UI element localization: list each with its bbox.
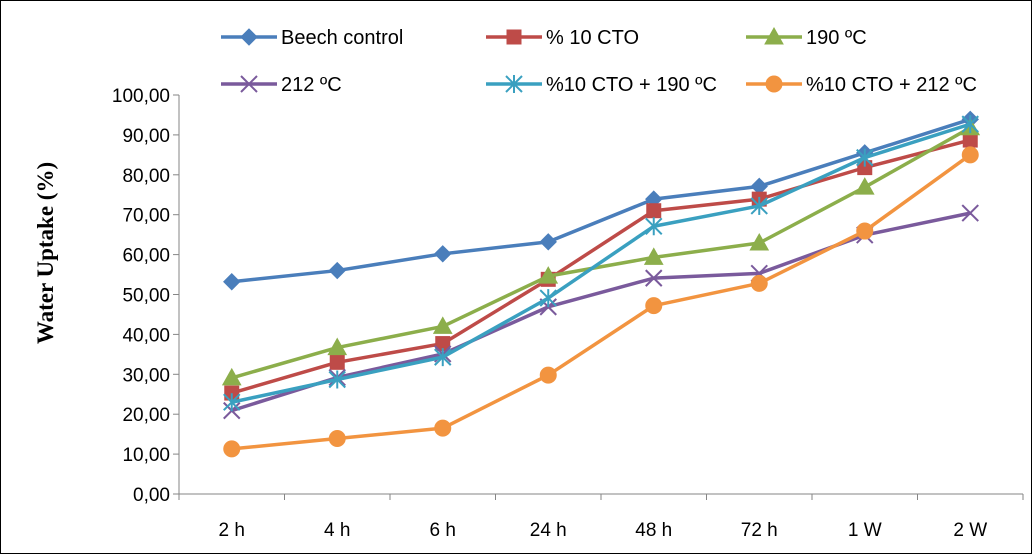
x-tick-label: 6 h (430, 520, 456, 541)
y-tick-label: 100,00 (112, 86, 170, 107)
series-line (231, 126, 972, 380)
data-point (961, 115, 979, 134)
x-tick-label: 1 W (848, 520, 882, 541)
series-line (231, 153, 972, 451)
x-tick-label: 24 h (530, 520, 567, 541)
data-point (328, 261, 346, 280)
legend: Beech control % 10 CTO 190 ºC 212 ºC %10 CTO… (221, 26, 977, 96)
legend-item-4: 212 ºC (221, 74, 342, 96)
legend-marker (240, 28, 258, 46)
legend-marker (505, 75, 523, 93)
data-point (221, 367, 242, 386)
series-layer (221, 110, 981, 458)
data-point (539, 233, 557, 251)
legend-label: % 10 CTO (546, 27, 639, 49)
legend-marker (764, 26, 784, 45)
data-point (856, 148, 874, 167)
data-point (539, 366, 557, 384)
data-point (539, 289, 557, 308)
y-tick-label: 50,00 (122, 286, 170, 307)
legend-label: 190 ºC (806, 27, 867, 49)
y-tick-label: 70,00 (122, 206, 170, 227)
x-tick-label: 2 h (219, 520, 245, 541)
data-point (432, 316, 453, 334)
y-tick-label: 30,00 (122, 365, 170, 386)
data-point (223, 440, 241, 458)
data-point (645, 269, 663, 287)
legend-label: %10 CTO + 190 ºC (546, 74, 717, 96)
data-point (961, 146, 979, 164)
data-point (645, 297, 663, 315)
y-tick-label: 90,00 (122, 126, 170, 147)
legend-item-1: Beech control (221, 27, 403, 49)
data-point (328, 430, 346, 448)
data-point (327, 337, 348, 356)
data-point (854, 177, 875, 195)
series-5 (223, 115, 979, 412)
data-point (961, 204, 979, 222)
legend-label: %10 CTO + 212 ºC (806, 74, 977, 96)
legend-marker (765, 75, 783, 93)
data-point (856, 222, 874, 240)
x-tick-label: 4 h (324, 520, 350, 541)
y-tick-label: 40,00 (122, 325, 170, 346)
data-point (223, 273, 241, 291)
legend-item-2: % 10 CTO (486, 27, 639, 49)
series-line (231, 211, 971, 413)
y-axis-title: Water Uptake (%) (33, 162, 58, 344)
data-point (223, 393, 241, 412)
data-point (328, 370, 346, 389)
series-3 (221, 117, 981, 386)
legend-item-6: %10 CTO + 212 ºC (746, 74, 977, 96)
x-tick-label: 48 h (635, 520, 672, 541)
data-point (434, 245, 452, 263)
y-tick-label: 0,00 (133, 485, 170, 506)
legend-label: Beech control (281, 27, 403, 49)
series-6 (223, 146, 979, 458)
series-1 (223, 110, 979, 291)
legend-label: 212 ºC (281, 74, 342, 96)
data-point (750, 196, 768, 215)
data-point (749, 233, 770, 251)
data-point (538, 266, 559, 284)
legend-item-3: 190 ºC (746, 26, 867, 49)
x-tick-label: 72 h (741, 520, 778, 541)
axes: 0,00 10,00 20,00 30,00 40,00 50,00 60,00 70,00 8… (112, 86, 1024, 541)
data-point (645, 217, 663, 236)
y-tick-label: 60,00 (122, 246, 170, 267)
data-point (643, 247, 664, 265)
legend-item-5: %10 CTO + 190 ºC (486, 74, 717, 96)
y-tick-label: 80,00 (122, 166, 170, 187)
data-point (434, 419, 452, 437)
series-line (231, 122, 971, 404)
data-point (329, 354, 345, 370)
legend-marker (506, 29, 522, 45)
legend-marker (240, 75, 258, 93)
y-tick-label: 20,00 (122, 405, 170, 426)
data-point (646, 203, 662, 219)
data-point (434, 348, 452, 367)
x-tick-label: 2 W (953, 520, 987, 541)
series-line (231, 117, 971, 284)
series-line (231, 138, 971, 395)
y-tick-label: 10,00 (122, 445, 170, 466)
data-point (750, 274, 768, 292)
